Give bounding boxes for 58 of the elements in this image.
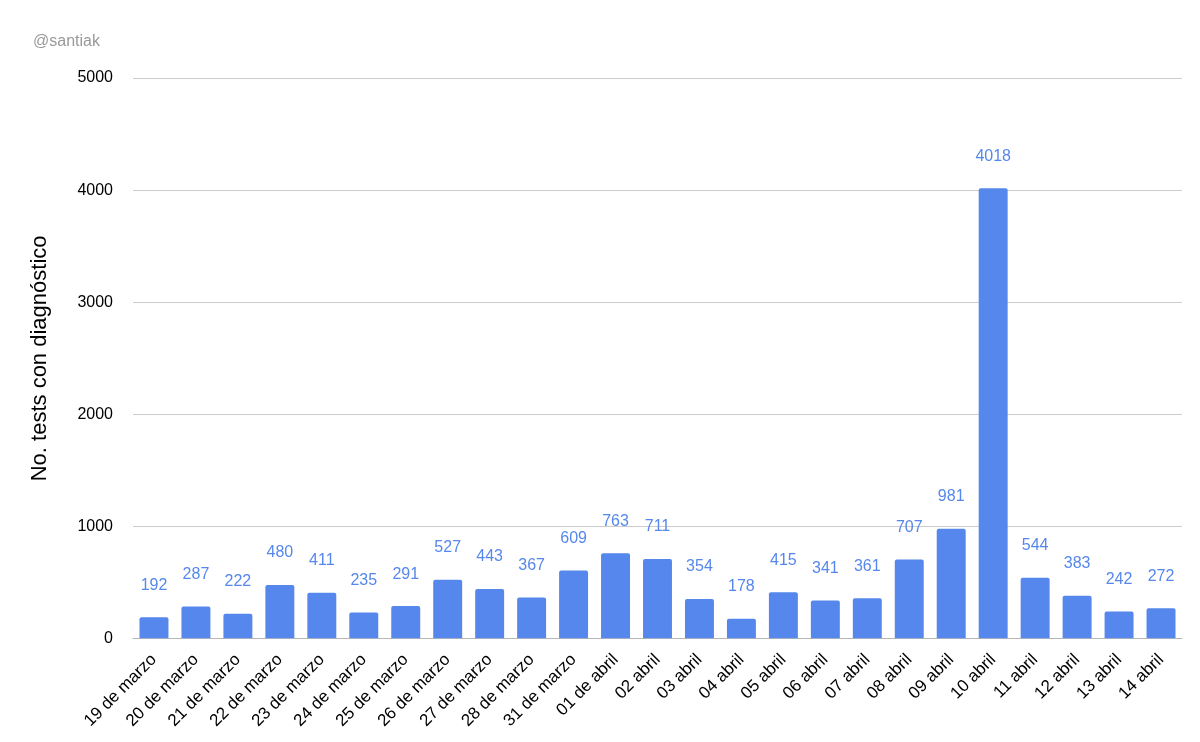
bar	[475, 589, 505, 639]
bar	[936, 528, 966, 639]
bar	[559, 570, 589, 639]
data-label: 707	[895, 517, 923, 535]
bar	[1146, 608, 1176, 639]
y-tick-label: 3000	[77, 292, 114, 310]
y-tick-label: 0	[104, 629, 114, 647]
data-label: 609	[560, 528, 588, 546]
bar	[894, 559, 924, 639]
data-label: 242	[1105, 570, 1133, 588]
data-label: 443	[476, 547, 504, 565]
bar	[768, 592, 798, 639]
bar	[1062, 595, 1092, 639]
bar	[852, 598, 882, 639]
data-label: 354	[686, 557, 713, 575]
data-label: 222	[224, 572, 252, 590]
y-tick-label: 5000	[77, 68, 114, 86]
bar	[265, 584, 295, 639]
bar	[978, 188, 1008, 639]
data-label: 192	[140, 575, 168, 593]
data-label: 235	[350, 570, 378, 588]
data-label: 544	[1021, 536, 1049, 554]
data-label: 341	[811, 558, 839, 576]
data-label: 415	[770, 550, 797, 568]
data-label: 4018	[975, 146, 1012, 164]
data-label: 411	[309, 551, 335, 569]
bar	[810, 600, 840, 639]
bar	[601, 553, 631, 639]
data-label: 480	[266, 543, 294, 561]
bar	[433, 579, 463, 639]
data-label: 272	[1147, 566, 1175, 584]
data-label: 287	[182, 564, 210, 582]
data-label: 383	[1063, 554, 1091, 572]
data-label: 763	[602, 511, 629, 529]
bar	[1020, 577, 1050, 639]
bar	[307, 592, 337, 639]
bar	[349, 612, 379, 639]
bar	[517, 597, 547, 639]
data-label: 178	[728, 577, 755, 595]
bar	[643, 559, 672, 639]
text: @santiak	[33, 32, 101, 50]
bar	[391, 606, 421, 639]
y-axis-title: No. tests con diagnóstico	[26, 235, 52, 482]
data-label: 367	[518, 556, 546, 573]
y-tick-label: 1000	[77, 517, 114, 535]
bar	[1104, 611, 1134, 639]
bar	[726, 618, 756, 639]
bar	[181, 606, 211, 639]
bar	[139, 617, 169, 639]
data-label: 527	[434, 538, 462, 556]
y-tick-label: 2000	[77, 404, 114, 422]
bar	[223, 613, 253, 639]
data-label: 711	[644, 517, 671, 535]
data-label: 361	[853, 556, 881, 574]
bar	[684, 599, 714, 639]
data-label: 981	[937, 487, 965, 505]
y-tick-label: 4000	[77, 180, 114, 198]
data-label: 291	[392, 564, 420, 582]
